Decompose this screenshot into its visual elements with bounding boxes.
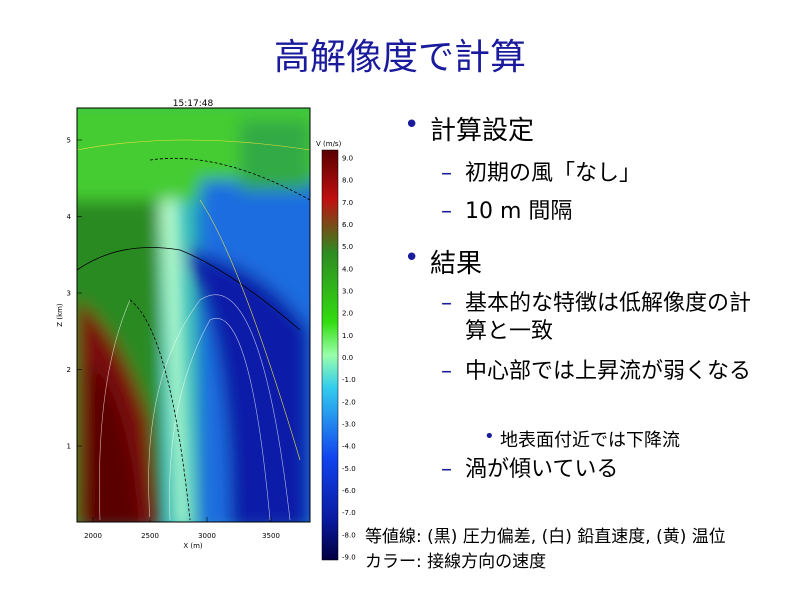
x-axis-label: X (m) (183, 542, 203, 550)
colorbar-tick-label: -6.0 (342, 487, 356, 495)
colorbar-tick-label: 2.0 (342, 310, 353, 318)
caption: 等値線: (黒) 圧力偏差, (白) 鉛直速度, (黄) 温位 (365, 527, 726, 547)
colorbar-tick-label: 5.0 (342, 243, 353, 251)
plot-frame (76, 107, 311, 523)
colorbar-tick-label: -7.0 (342, 509, 356, 517)
colorbar-tick-label: -1.0 (342, 376, 356, 384)
x-tick-label: 2500 (141, 532, 159, 540)
x-tick-label: 3000 (198, 532, 216, 540)
sub-bullet: – 初期の風「なし」 (441, 161, 642, 186)
bullet-text: 10 m 間隔 (465, 199, 573, 224)
colorbar-tick-label: 1.0 (342, 332, 353, 340)
colorbar-tick-label: -3.0 (342, 421, 356, 429)
colorbar-title: V (m/s) (316, 140, 342, 148)
y-tick-label: 3 (67, 290, 71, 298)
colorbar-tick-label: 0.0 (342, 354, 353, 362)
colorbar-tick-label: -5.0 (342, 465, 356, 473)
bullet-text: 中心部では上昇流が弱くなる (465, 359, 752, 384)
bullet-text: 地表面付近では下降流 (500, 430, 680, 451)
slide-title: 高解像度で計算 (273, 37, 526, 78)
y-tick-label: 2 (67, 366, 71, 374)
colorbar-tick-label: 3.0 (342, 288, 353, 296)
bullet: • 計算設定 (404, 110, 535, 146)
sub-bullet: –10 m 間隔 (441, 199, 573, 224)
colorbar-tick-label: 6.0 (342, 221, 353, 229)
x-tick-label: 2000 (84, 532, 102, 540)
colorbar (321, 149, 339, 561)
bullet-text: 初期の風「なし」 (465, 161, 642, 186)
caption: カラー: 接線方向の速度 (365, 552, 547, 572)
colorbar-tick-label: 4.0 (342, 265, 353, 273)
sub-bullet: – 渦が傾いている (441, 457, 619, 482)
y-tick-label: 1 (67, 443, 71, 451)
timestamp: 15:17:48 (173, 99, 214, 109)
bullet-text: 計算設定 (430, 116, 535, 146)
bullet-text: 結果 (430, 249, 483, 279)
y-tick-label: 4 (67, 213, 72, 221)
bullet: • 結果 (404, 243, 483, 279)
bullet-text: 渦が傾いている (465, 457, 619, 482)
bullet-text: 基本的な特徴は低解像度の計算と一致 (465, 291, 752, 344)
sub-sub-bullet: • 地表面付近では下降流 (484, 426, 680, 451)
sub-bullet: – 中心部では上昇流が弱くなる (441, 359, 752, 384)
figure: 15:17:48X (m)Z (km)V (m/s)2000 2500 3000 35… (56, 99, 356, 562)
y-tick-label: 5 (67, 137, 71, 145)
y-axis-label: Z (km) (56, 303, 64, 327)
colorbar-tick-label: -4.0 (342, 443, 356, 451)
colorbar-tick-label: -2.0 (342, 398, 356, 406)
colorbar-tick-label: -8.0 (342, 531, 356, 539)
sub-bullet: – 基本的な特徴は低解像度の計算と一致 (441, 291, 752, 344)
x-tick-label: 3500 (262, 532, 280, 540)
colorbar-tick-label: -9.0 (342, 554, 356, 562)
colorbar-tick-label: 8.0 (342, 177, 353, 185)
colorbar-tick-label: 9.0 (342, 155, 353, 163)
colorbar-tick-label: 7.0 (342, 199, 353, 207)
field (77, 108, 310, 522)
